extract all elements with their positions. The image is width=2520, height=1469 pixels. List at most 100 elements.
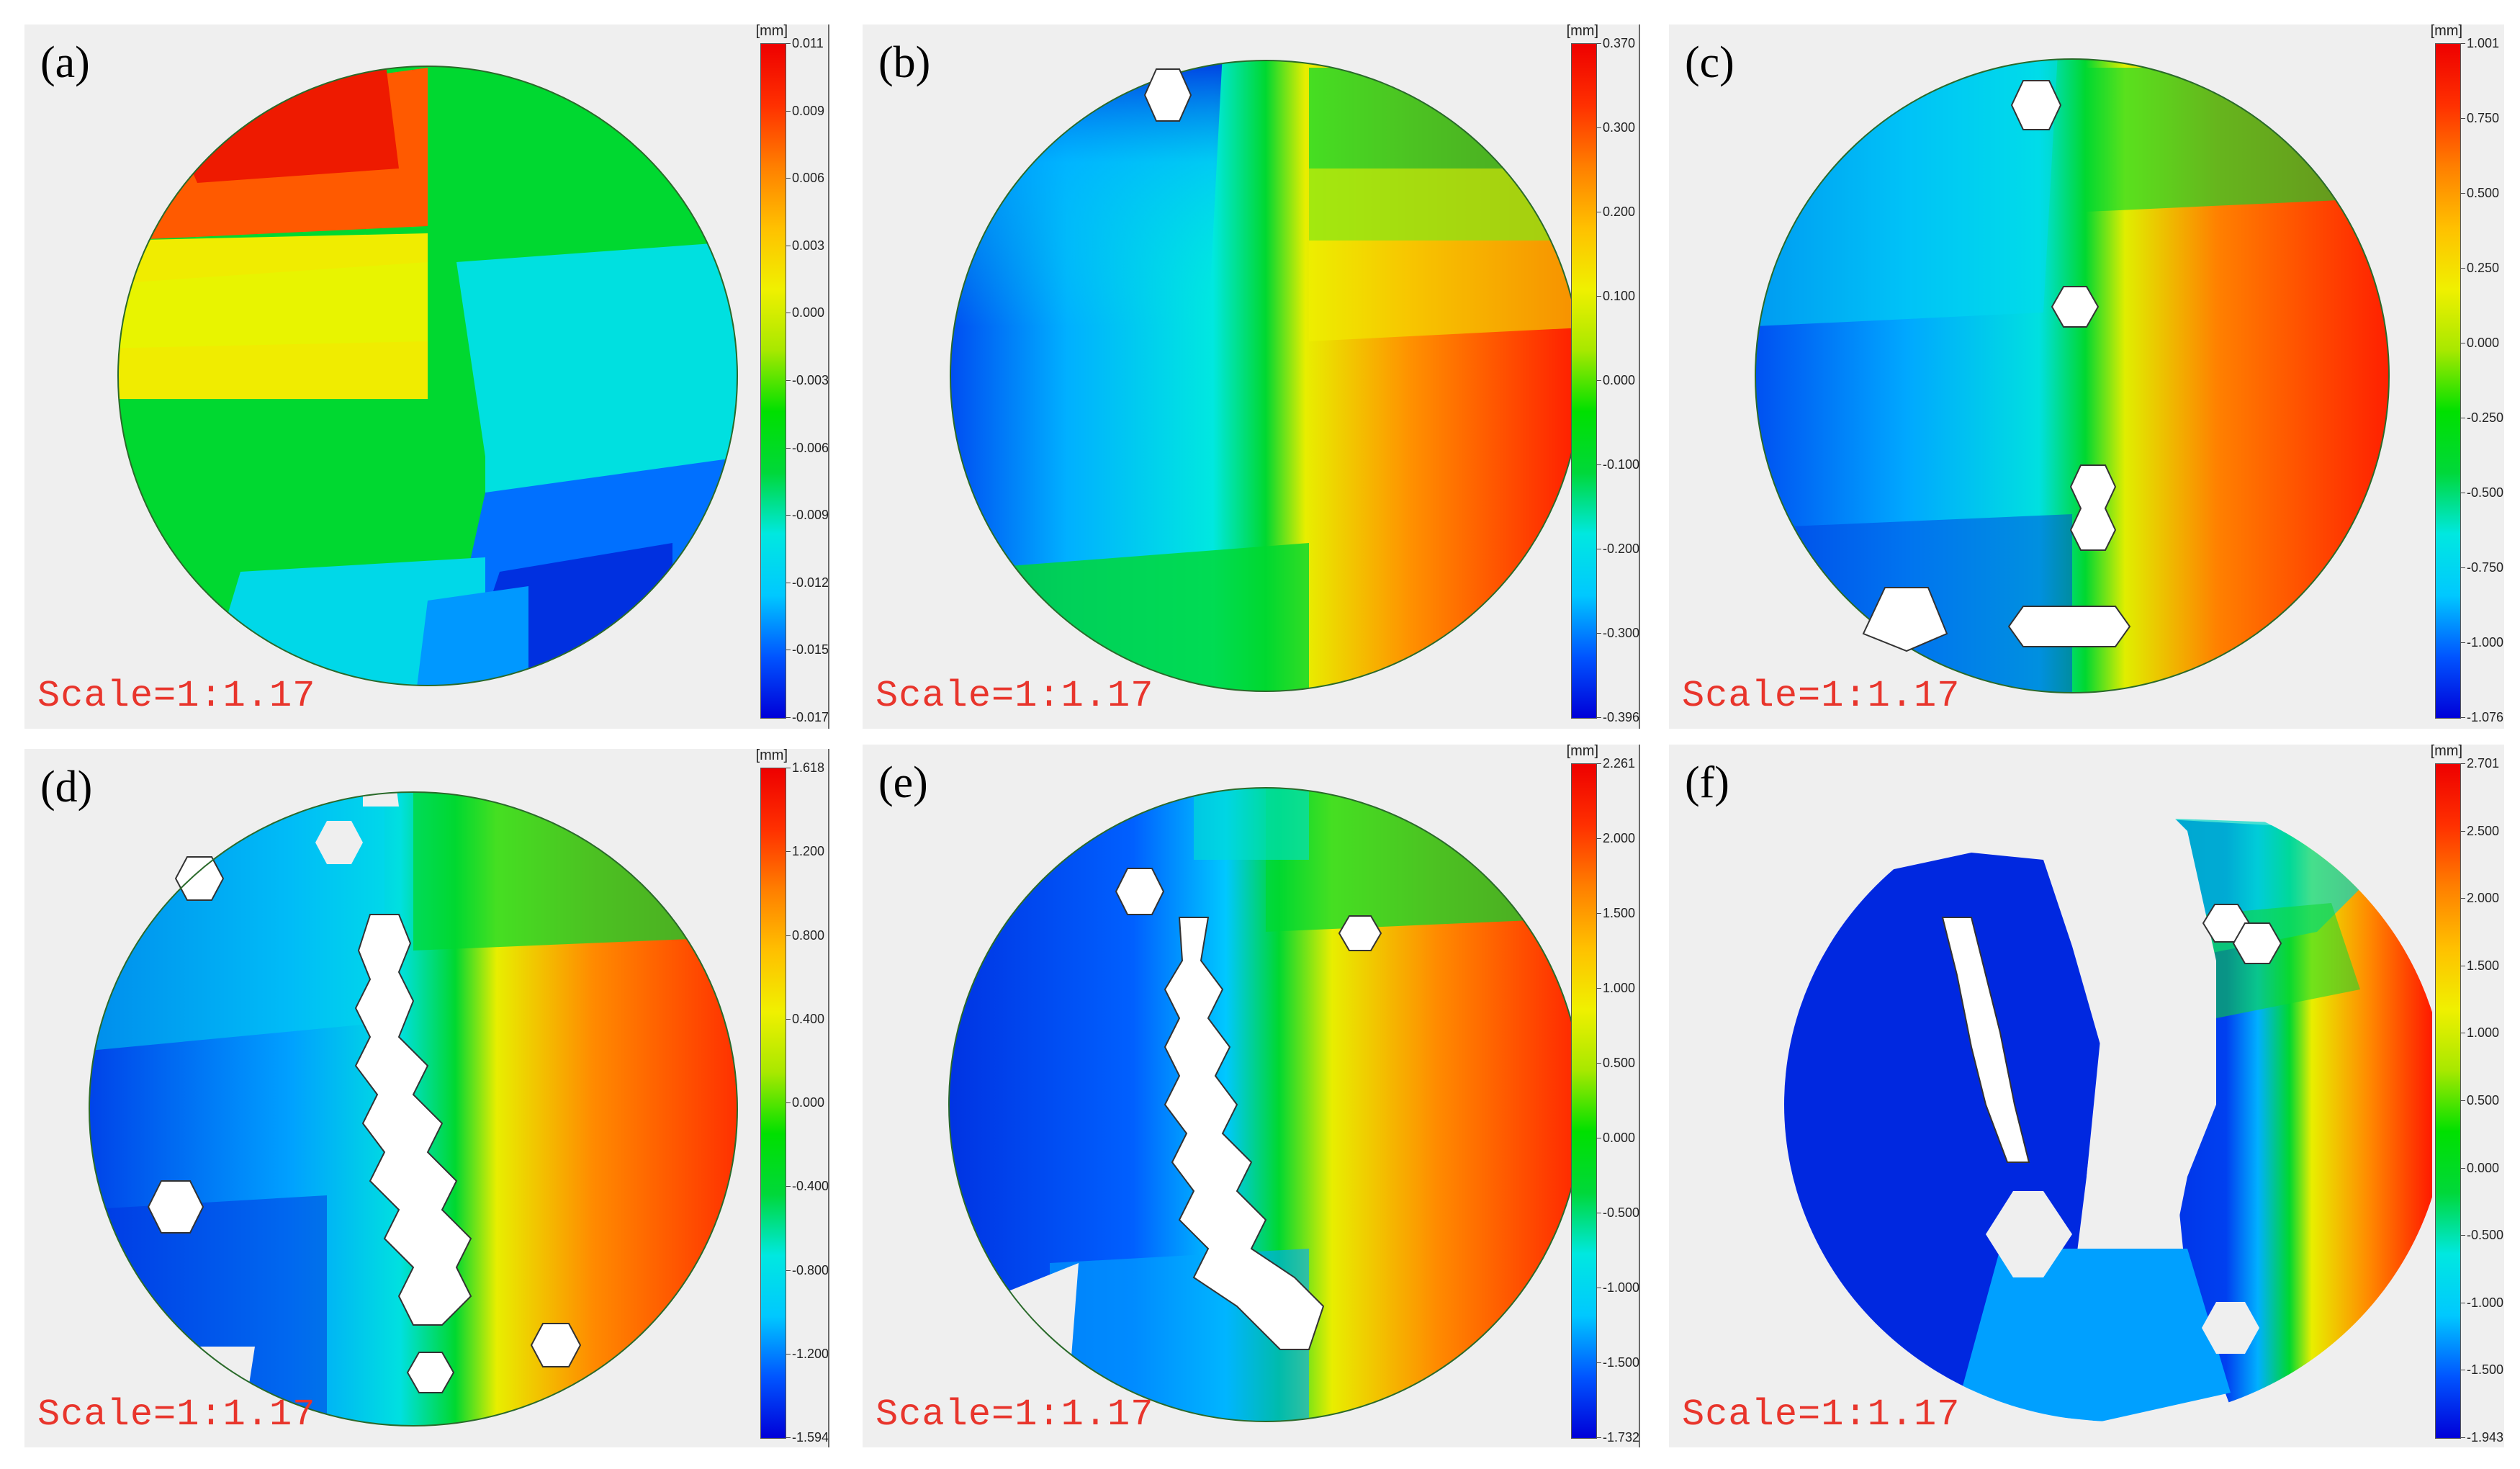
colorbar-tick-mark	[786, 851, 791, 853]
colorbar-tick-mark	[2461, 1437, 2465, 1438]
colorbar-tick-mark	[2461, 830, 2465, 832]
colorbar-tick-label: 1.500	[1603, 906, 1636, 920]
panel-label: (c)	[1685, 38, 1734, 87]
colorbar-tick-mark	[2461, 567, 2465, 568]
colorbar-tick-label: 0.500	[2467, 1093, 2500, 1108]
colorbar-tick-label: 2.701	[2467, 756, 2500, 771]
colorbar-tick-mark	[2461, 118, 2465, 119]
colorbar-tick-label: -0.500	[1603, 1205, 1640, 1220]
colorbar-tick-label: -0.006	[792, 440, 829, 455]
colorbar	[760, 768, 786, 1439]
colorbar-tick-label: -1.732	[1603, 1430, 1640, 1445]
colorbar-tick-label: -1.200	[792, 1346, 829, 1361]
colorbar-tick-mark	[2461, 1167, 2465, 1169]
colorbar-tick-label: 0.750	[2467, 111, 2500, 125]
colorbar-tick-mark	[786, 1186, 791, 1187]
colorbar-tick-mark	[786, 1270, 791, 1271]
displacement-contour-d	[89, 750, 738, 1427]
colorbar-tick-label: 0.400	[792, 1011, 825, 1026]
colorbar-tick-mark	[786, 717, 791, 718]
colorbar-unit: [mm]	[755, 24, 788, 39]
colorbar-tick-label: -0.396	[1603, 710, 1640, 724]
colorbar-tick-label: -0.200	[1603, 542, 1640, 556]
panel-a: (a) Scale=1:1.17 [mm] 0.011 0.009 0.006 0.0…	[24, 24, 829, 729]
colorbar-tick-mark	[2461, 1235, 2465, 1236]
colorbar-tick-mark	[1597, 988, 1601, 989]
colorbar-unit: [mm]	[1566, 24, 1598, 39]
colorbar-tick-label: -1.000	[2467, 635, 2504, 650]
colorbar-tick-label: 0.500	[1603, 1056, 1636, 1070]
colorbar-tick-label: -1.594	[792, 1430, 829, 1445]
colorbar	[1571, 43, 1597, 719]
colorbar-tick-mark	[1597, 913, 1601, 914]
colorbar-tick-label: -0.250	[2467, 410, 2504, 425]
panel-e: (e) Scale=1:1.17 [mm] 2.261 2.000 1.500 1.0…	[863, 745, 1640, 1447]
colorbar-tick-label: -0.003	[792, 373, 829, 387]
panel-label: (e)	[878, 758, 928, 807]
colorbar-tick-label: -0.500	[2467, 1228, 2504, 1243]
colorbar-tick-label: -1.076	[2467, 710, 2504, 724]
colorbar-tick-label: -1.500	[2467, 1362, 2504, 1378]
colorbar-tick-mark	[1597, 763, 1601, 764]
colorbar-tick-label: 0.000	[2467, 336, 2500, 350]
colorbar-tick-label: 2.000	[1603, 831, 1636, 845]
colorbar-tick-label: 0.009	[792, 103, 825, 118]
colorbar-tick-label: -1.943	[2467, 1430, 2504, 1445]
colorbar-tick-mark	[1597, 43, 1601, 44]
colorbar-tick-label: -0.100	[1603, 457, 1640, 472]
panel-f: (f) Scale=1:1.17 [mm] 2.701 2.500 2.000 1.5…	[1669, 745, 2504, 1447]
colorbar-tick-mark	[786, 1437, 791, 1438]
colorbar-unit: [mm]	[2430, 745, 2462, 759]
displacement-contour-a	[117, 66, 738, 686]
scale-note: Scale=1:1.17	[1682, 675, 1961, 717]
colorbar-tick-mark	[2461, 43, 2465, 44]
colorbar-tick-mark	[786, 447, 791, 449]
colorbar-tick-label: 0.000	[2467, 1160, 2500, 1175]
colorbar-tick-mark	[2461, 898, 2465, 899]
colorbar-tick-mark	[786, 515, 791, 516]
colorbar-tick-mark	[1597, 1437, 1601, 1438]
colorbar-tick-label: -0.800	[792, 1262, 829, 1277]
colorbar-tick-label: 2.000	[2467, 891, 2500, 906]
colorbar-unit: [mm]	[2430, 24, 2462, 39]
colorbar	[2435, 43, 2461, 719]
colorbar-tick-label: -1.500	[1603, 1355, 1640, 1370]
colorbar-tick-mark	[786, 178, 791, 179]
colorbar-tick-label: -0.400	[792, 1179, 829, 1194]
colorbar-tick-mark	[2461, 268, 2465, 269]
colorbar	[1571, 763, 1597, 1439]
scale-note: Scale=1:1.17	[1682, 1393, 1961, 1436]
colorbar	[2435, 763, 2461, 1439]
colorbar-tick-label: -1.000	[1603, 1280, 1640, 1295]
colorbar-tick-mark	[786, 43, 791, 44]
colorbar-tick-mark	[2461, 763, 2465, 764]
displacement-contour-c	[1755, 58, 2390, 693]
colorbar-tick-label: 2.261	[1603, 756, 1636, 771]
colorbar-tick-label: -0.500	[2467, 485, 2504, 500]
colorbar-tick-mark	[1597, 717, 1601, 718]
divider	[828, 749, 829, 1447]
colorbar-tick-label: 0.006	[792, 171, 825, 186]
colorbar-tick-label: 0.200	[1603, 205, 1636, 219]
panel-label: (a)	[40, 38, 90, 87]
colorbar-tick-label: 0.370	[1603, 36, 1636, 50]
colorbar-tick-mark	[2461, 717, 2465, 718]
colorbar-tick-label: 0.011	[792, 36, 824, 50]
colorbar-tick-label: -0.017	[792, 710, 829, 724]
panel-label: (b)	[878, 38, 931, 87]
panel-d: (d) Scale=1:1.17 [mm] 1.618 1.200 0.800 0.4…	[24, 749, 829, 1447]
colorbar-tick-mark	[2461, 193, 2465, 194]
colorbar-tick-label: -0.300	[1603, 626, 1640, 640]
colorbar-tick-label: 0.250	[2467, 261, 2500, 275]
colorbar-tick-label: 2.500	[2467, 823, 2500, 838]
colorbar-tick-mark	[1597, 296, 1601, 297]
colorbar-tick-label: -0.015	[792, 642, 829, 657]
displacement-contour-e	[948, 787, 1583, 1422]
colorbar-tick-label: -1.000	[2467, 1295, 2504, 1310]
colorbar-tick-label: 0.300	[1603, 120, 1636, 135]
colorbar-tick-label: 0.800	[792, 927, 825, 943]
colorbar-tick-mark	[1597, 464, 1601, 465]
colorbar-tick-label: 0.500	[2467, 186, 2500, 200]
colorbar-tick-mark	[786, 380, 791, 381]
colorbar-unit: [mm]	[755, 749, 788, 763]
